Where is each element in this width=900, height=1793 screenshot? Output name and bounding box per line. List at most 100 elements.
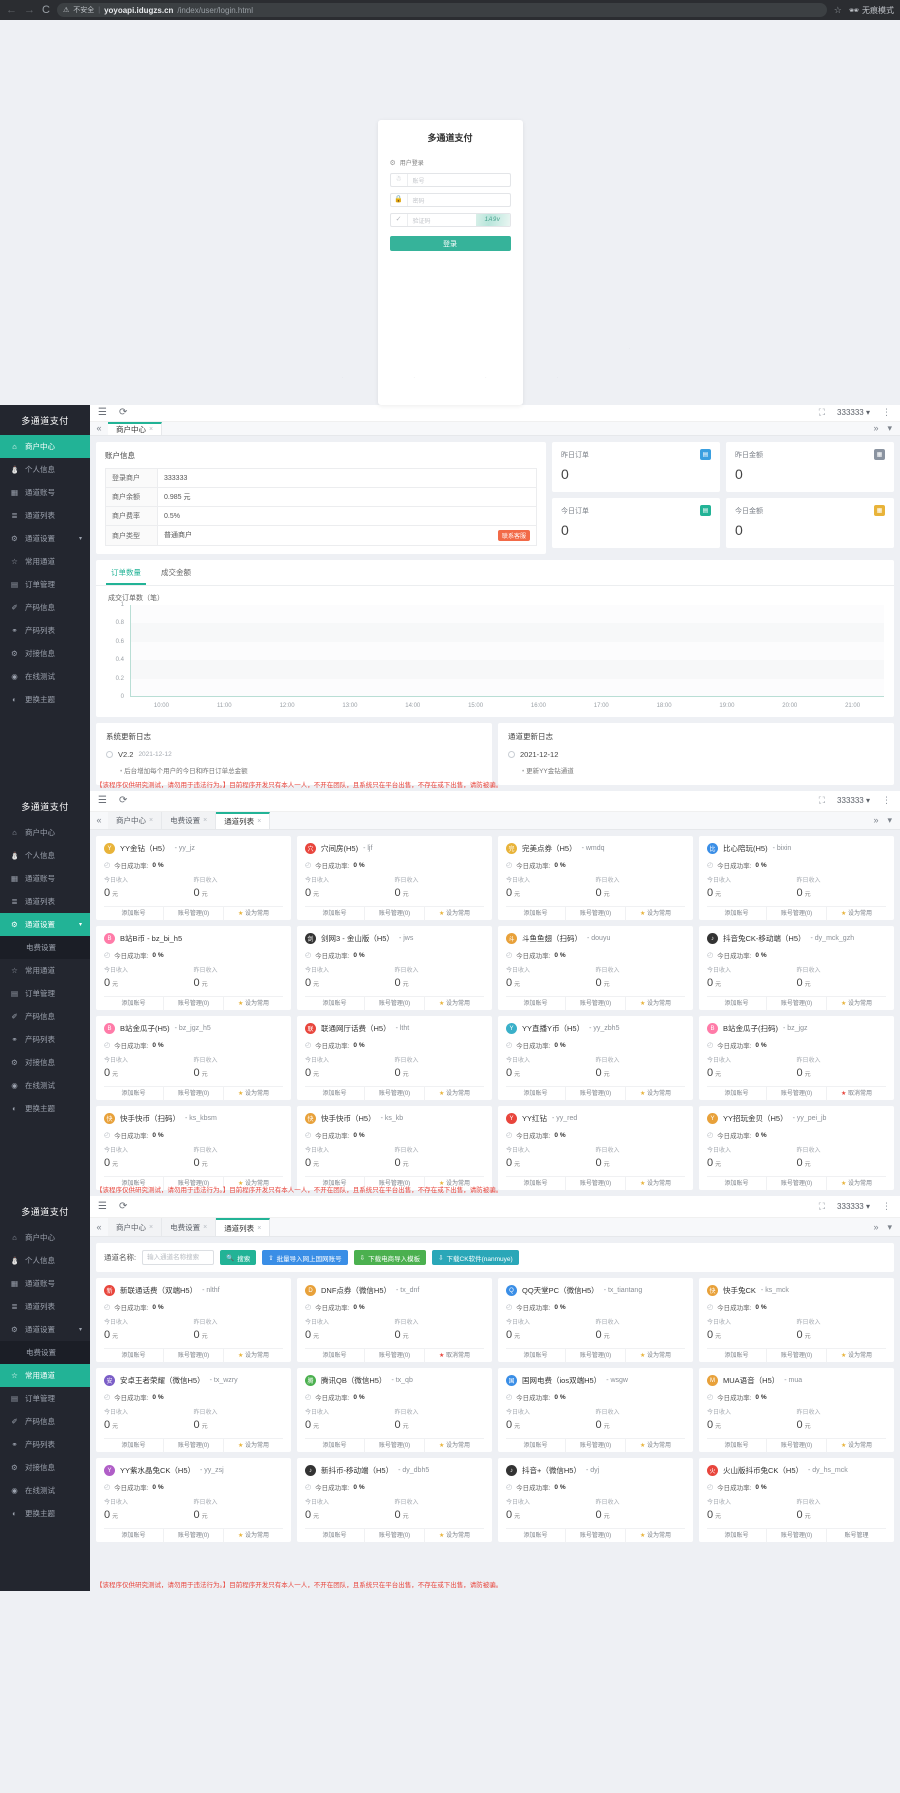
manage-account-action[interactable]: 账号管理(0) xyxy=(566,1176,626,1191)
more-options-icon[interactable]: ⋮ xyxy=(882,407,892,418)
favorite-action[interactable]: ★ 设为常用 xyxy=(827,1177,886,1191)
manage-account-action[interactable]: 账号管理(0) xyxy=(767,1176,827,1191)
add-account-action[interactable]: 添加账号 xyxy=(506,1348,566,1363)
add-account-action[interactable]: 添加账号 xyxy=(506,1086,566,1101)
sidebar-item-11[interactable]: ◐ 更换主题 xyxy=(0,688,90,711)
channel-name-input[interactable]: 输入通道名称搜索 xyxy=(142,1250,215,1265)
sidebar-item-4[interactable]: ⚙ 通道设置 ▾ xyxy=(0,527,90,550)
sidebar-item-8[interactable]: ⚭ 产码列表 xyxy=(0,1433,90,1456)
add-account-action[interactable]: 添加账号 xyxy=(104,906,164,921)
sidebar-subitem-electricity[interactable]: 电费设置 xyxy=(0,936,90,959)
tab-1[interactable]: 电费设置 × xyxy=(162,811,217,829)
sidebar-item-2[interactable]: ▦ 通道账号 xyxy=(0,1272,90,1295)
add-account-action[interactable]: 添加账号 xyxy=(305,1176,365,1191)
sidebar-item-11[interactable]: ◐ 更换主题 xyxy=(0,1097,90,1120)
add-account-action[interactable]: 添加账号 xyxy=(707,1176,767,1191)
user-menu[interactable]: 333333 ▾ xyxy=(837,1202,870,1211)
forward-icon[interactable]: → xyxy=(24,3,35,16)
search-button[interactable]: 🔍 搜索 xyxy=(220,1250,257,1265)
manage-account-action[interactable]: 账号管理(0) xyxy=(566,1348,626,1363)
sidebar-item-5[interactable]: ☆ 常用通道 xyxy=(0,550,90,573)
manage-account-action[interactable]: 账号管理(0) xyxy=(365,906,425,921)
add-account-action[interactable]: 添加账号 xyxy=(104,996,164,1011)
sidebar-item-6[interactable]: ▤ 订单管理 xyxy=(0,573,90,596)
favorite-action[interactable]: ★ 设为常用 xyxy=(827,1439,886,1453)
tab-close-icon[interactable]: × xyxy=(149,1223,154,1231)
expand-tabs-icon[interactable]: » xyxy=(873,815,879,826)
tab-close-icon[interactable]: × xyxy=(149,425,154,433)
sidebar-item-11[interactable]: ◐ 更换主题 xyxy=(0,1502,90,1525)
user-menu[interactable]: 333333 ▾ xyxy=(837,408,870,417)
more-options-icon[interactable]: ⋮ xyxy=(882,795,892,806)
favorite-action[interactable]: ★ 设为常用 xyxy=(626,907,685,921)
add-account-action[interactable]: 添加账号 xyxy=(305,1438,365,1453)
favorite-action[interactable]: ★ 设为常用 xyxy=(827,1349,886,1363)
add-account-action[interactable]: 添加账号 xyxy=(506,1438,566,1453)
download-ck-button[interactable]: ⇩ 下载CK软件(nanmuye) xyxy=(432,1250,519,1265)
add-account-action[interactable]: 添加账号 xyxy=(305,1348,365,1363)
add-account-action[interactable]: 添加账号 xyxy=(506,996,566,1011)
tab-close-icon[interactable]: × xyxy=(257,1224,262,1232)
expand-tabs-icon[interactable]: » xyxy=(873,423,879,434)
favorite-action[interactable]: ★ 设为常用 xyxy=(626,1087,685,1101)
manage-account-action[interactable]: 账号管理(0) xyxy=(164,996,224,1011)
manage-account-action[interactable]: 账号管理(0) xyxy=(767,1348,827,1363)
tab-close-icon[interactable]: × xyxy=(203,816,208,824)
favorite-action[interactable]: 账号管理 xyxy=(827,1529,886,1543)
user-menu[interactable]: 333333 ▾ xyxy=(837,796,870,805)
sidebar-item-5[interactable]: ☆ 常用通道 xyxy=(0,1364,90,1387)
sidebar-item-3[interactable]: ≣ 通道列表 xyxy=(0,890,90,913)
tab-1[interactable]: 电费设置 × xyxy=(162,1218,217,1236)
add-account-action[interactable]: 添加账号 xyxy=(707,1528,767,1543)
chart-tab[interactable]: 订单数量 xyxy=(106,560,146,585)
manage-account-action[interactable]: 账号管理(0) xyxy=(164,1438,224,1453)
sidebar-item-2[interactable]: ▦ 通道账号 xyxy=(0,481,90,504)
manage-account-action[interactable]: 账号管理(0) xyxy=(767,1528,827,1543)
tab-close-icon[interactable]: × xyxy=(203,1223,208,1231)
tab-0[interactable]: 商户中心 × xyxy=(108,811,163,829)
favorite-action[interactable]: ★ 设为常用 xyxy=(224,1349,283,1363)
manage-account-action[interactable]: 账号管理(0) xyxy=(365,1528,425,1543)
manage-account-action[interactable]: 账号管理(0) xyxy=(767,996,827,1011)
add-account-action[interactable]: 添加账号 xyxy=(305,996,365,1011)
manage-account-action[interactable]: 账号管理(0) xyxy=(566,996,626,1011)
sidebar-item-10[interactable]: ◉ 在线测试 xyxy=(0,1479,90,1502)
sidebar-item-6[interactable]: ▤ 订单管理 xyxy=(0,1387,90,1410)
tab-0[interactable]: 商户中心 × xyxy=(108,1218,163,1236)
collapse-tabs-icon[interactable]: « xyxy=(96,815,102,826)
download-template-button[interactable]: ⇩ 下载电商导入模板 xyxy=(353,1250,427,1265)
manage-account-action[interactable]: 账号管理(0) xyxy=(164,1176,224,1191)
manage-account-action[interactable]: 账号管理(0) xyxy=(566,1528,626,1543)
chart-tab[interactable]: 成交金额 xyxy=(161,568,191,577)
sidebar-item-5[interactable]: ☆ 常用通道 xyxy=(0,959,90,982)
add-account-action[interactable]: 添加账号 xyxy=(506,1176,566,1191)
login-submit-button[interactable]: 登录 xyxy=(389,236,511,251)
add-account-action[interactable]: 添加账号 xyxy=(305,1086,365,1101)
add-account-action[interactable]: 添加账号 xyxy=(305,906,365,921)
password-field[interactable]: 🔒 密码 xyxy=(389,193,511,207)
tab-2[interactable]: 通道列表 × xyxy=(216,1218,271,1236)
refresh-icon[interactable]: ⟳ xyxy=(118,1201,128,1212)
sidebar-subitem-electricity[interactable]: 电费设置 xyxy=(0,1341,90,1364)
favorite-action[interactable]: ★ 设为常用 xyxy=(224,1439,283,1453)
sidebar-item-6[interactable]: ▤ 订单管理 xyxy=(0,982,90,1005)
menu-toggle-icon[interactable]: ☰ xyxy=(98,1201,107,1212)
favorite-action[interactable]: ★ 设为常用 xyxy=(224,1529,283,1543)
fullscreen-icon[interactable]: ⛶ xyxy=(818,1201,826,1211)
favorite-action[interactable]: ★ 设为常用 xyxy=(626,997,685,1011)
reload-icon[interactable]: C xyxy=(42,3,50,16)
manage-account-action[interactable]: 账号管理(0) xyxy=(767,1438,827,1453)
sidebar-item-2[interactable]: ▦ 通道账号 xyxy=(0,867,90,890)
manage-account-action[interactable]: 账号管理(0) xyxy=(566,906,626,921)
sidebar-item-10[interactable]: ◉ 在线测试 xyxy=(0,1074,90,1097)
batch-import-button[interactable]: ⇪ 批量导入网上国网账号 xyxy=(262,1250,348,1265)
more-options-icon[interactable]: ⋮ xyxy=(882,1201,892,1211)
manage-account-action[interactable]: 账号管理(0) xyxy=(365,996,425,1011)
sidebar-item-7[interactable]: ✐ 产码信息 xyxy=(0,596,90,619)
refresh-icon[interactable]: ⟳ xyxy=(118,795,128,807)
manage-account-action[interactable]: 账号管理(0) xyxy=(365,1348,425,1363)
favorite-action[interactable]: ★ 取消常用 xyxy=(425,1349,484,1363)
sidebar-item-1[interactable]: ⛄ 个人信息 xyxy=(0,844,90,867)
manage-account-action[interactable]: 账号管理(0) xyxy=(164,1348,224,1363)
favorite-action[interactable]: ★ 设为常用 xyxy=(425,1087,484,1101)
